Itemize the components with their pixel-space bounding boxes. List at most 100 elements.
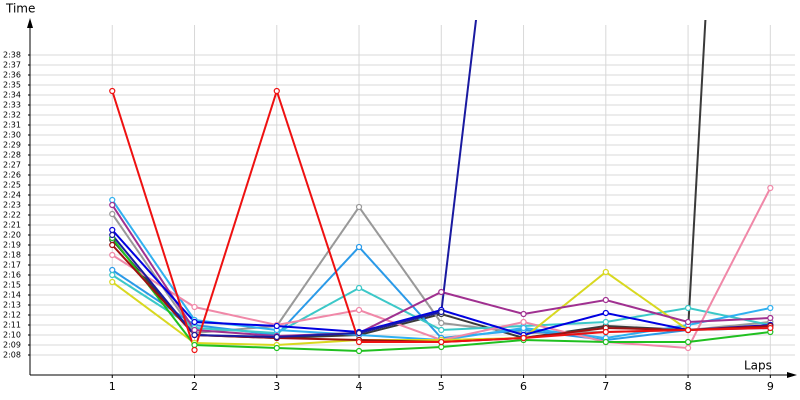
y-tick-label: 2:25 xyxy=(3,181,21,190)
point-marker xyxy=(355,306,363,314)
point-marker xyxy=(767,314,774,322)
point-marker xyxy=(273,87,280,95)
x-tick-label: 8 xyxy=(685,380,692,393)
point-marker xyxy=(355,284,363,292)
y-tick-label: 2:37 xyxy=(3,61,21,70)
point-marker xyxy=(273,344,280,352)
point-marker xyxy=(438,343,445,351)
point-marker xyxy=(273,333,280,341)
point-marker xyxy=(191,303,198,311)
y-tick-label: 2:36 xyxy=(3,71,21,80)
y-tick-label: 2:20 xyxy=(3,231,21,240)
grid xyxy=(30,25,795,375)
ticks: 2:082:092:102:112:122:132:142:152:162:17… xyxy=(3,51,774,394)
point-marker xyxy=(191,341,198,349)
point-marker xyxy=(438,308,445,316)
point-marker xyxy=(109,226,116,234)
series-line xyxy=(111,20,478,339)
point-marker xyxy=(109,201,116,209)
y-tick-label: 2:18 xyxy=(3,251,21,260)
point-marker xyxy=(355,203,363,211)
point-marker xyxy=(109,241,116,249)
point-marker xyxy=(109,210,116,218)
point-marker xyxy=(602,318,609,326)
point-marker xyxy=(767,304,774,312)
y-tick-label: 2:27 xyxy=(3,161,21,170)
x-tick-label: 2 xyxy=(191,380,198,393)
point-marker xyxy=(684,304,692,312)
y-tick-label: 2:22 xyxy=(3,211,21,220)
plot-area xyxy=(109,20,774,355)
x-tick-label: 6 xyxy=(520,380,527,393)
y-tick-label: 2:29 xyxy=(3,141,21,150)
point-marker xyxy=(109,87,116,95)
y-tick-label: 2:34 xyxy=(3,91,21,100)
point-marker xyxy=(191,346,198,354)
y-tick-label: 2:38 xyxy=(3,51,21,60)
point-marker xyxy=(438,319,445,327)
y-tick-label: 2:21 xyxy=(3,221,21,230)
point-marker xyxy=(767,324,774,332)
point-marker xyxy=(355,338,363,346)
y-tick-label: 2:31 xyxy=(3,121,21,130)
x-tick-label: 7 xyxy=(602,380,609,393)
y-tick-label: 2:13 xyxy=(3,301,21,310)
point-marker xyxy=(602,296,609,304)
y-tick-label: 2:23 xyxy=(3,201,21,210)
y-tick-label: 2:16 xyxy=(3,271,21,280)
y-axis-title: Time xyxy=(5,2,35,16)
y-tick-label: 2:11 xyxy=(3,321,21,330)
point-marker xyxy=(602,328,609,336)
point-marker xyxy=(191,331,198,339)
point-marker xyxy=(191,326,198,334)
y-tick-label: 2:26 xyxy=(3,171,21,180)
x-tick-label: 4 xyxy=(356,380,363,393)
point-marker xyxy=(191,318,198,326)
point-marker xyxy=(109,251,116,259)
y-tick-label: 2:19 xyxy=(3,241,21,250)
point-marker xyxy=(438,326,445,334)
y-tick-label: 2:15 xyxy=(3,281,21,290)
point-marker xyxy=(355,329,363,337)
y-tick-label: 2:08 xyxy=(3,351,21,360)
y-tick-label: 2:14 xyxy=(3,291,21,300)
point-marker xyxy=(520,318,527,326)
point-marker xyxy=(684,318,692,326)
x-axis-arrow xyxy=(787,372,797,378)
x-tick-label: 1 xyxy=(109,380,116,393)
y-tick-label: 2:24 xyxy=(3,191,21,200)
point-marker xyxy=(109,271,116,279)
x-tick-label: 3 xyxy=(273,380,280,393)
y-tick-label: 2:32 xyxy=(3,111,21,120)
point-marker xyxy=(355,243,363,251)
y-tick-label: 2:10 xyxy=(3,331,21,340)
point-marker xyxy=(109,231,116,239)
point-marker xyxy=(602,309,609,317)
point-marker xyxy=(520,310,527,318)
x-tick-label: 5 xyxy=(438,380,445,393)
x-tick-label: 9 xyxy=(767,380,774,393)
point-marker xyxy=(602,338,609,346)
point-marker xyxy=(438,338,445,346)
point-marker xyxy=(684,338,692,346)
y-tick-label: 2:09 xyxy=(3,341,21,350)
y-tick-label: 2:17 xyxy=(3,261,21,270)
point-marker xyxy=(520,324,527,332)
y-tick-label: 2:30 xyxy=(3,131,21,140)
y-tick-label: 2:28 xyxy=(3,151,21,160)
point-marker xyxy=(109,278,116,286)
point-marker xyxy=(767,184,774,192)
y-tick-label: 2:12 xyxy=(3,311,21,320)
y-tick-label: 2:35 xyxy=(3,81,21,90)
point-marker xyxy=(109,196,116,204)
point-marker xyxy=(438,288,445,296)
y-axis-arrow xyxy=(27,18,33,28)
point-marker xyxy=(684,344,692,352)
y-tick-label: 2:33 xyxy=(3,101,21,110)
point-marker xyxy=(109,266,116,274)
point-marker xyxy=(684,326,692,334)
point-marker xyxy=(602,268,609,276)
point-marker xyxy=(273,322,280,330)
point-marker xyxy=(520,334,527,342)
